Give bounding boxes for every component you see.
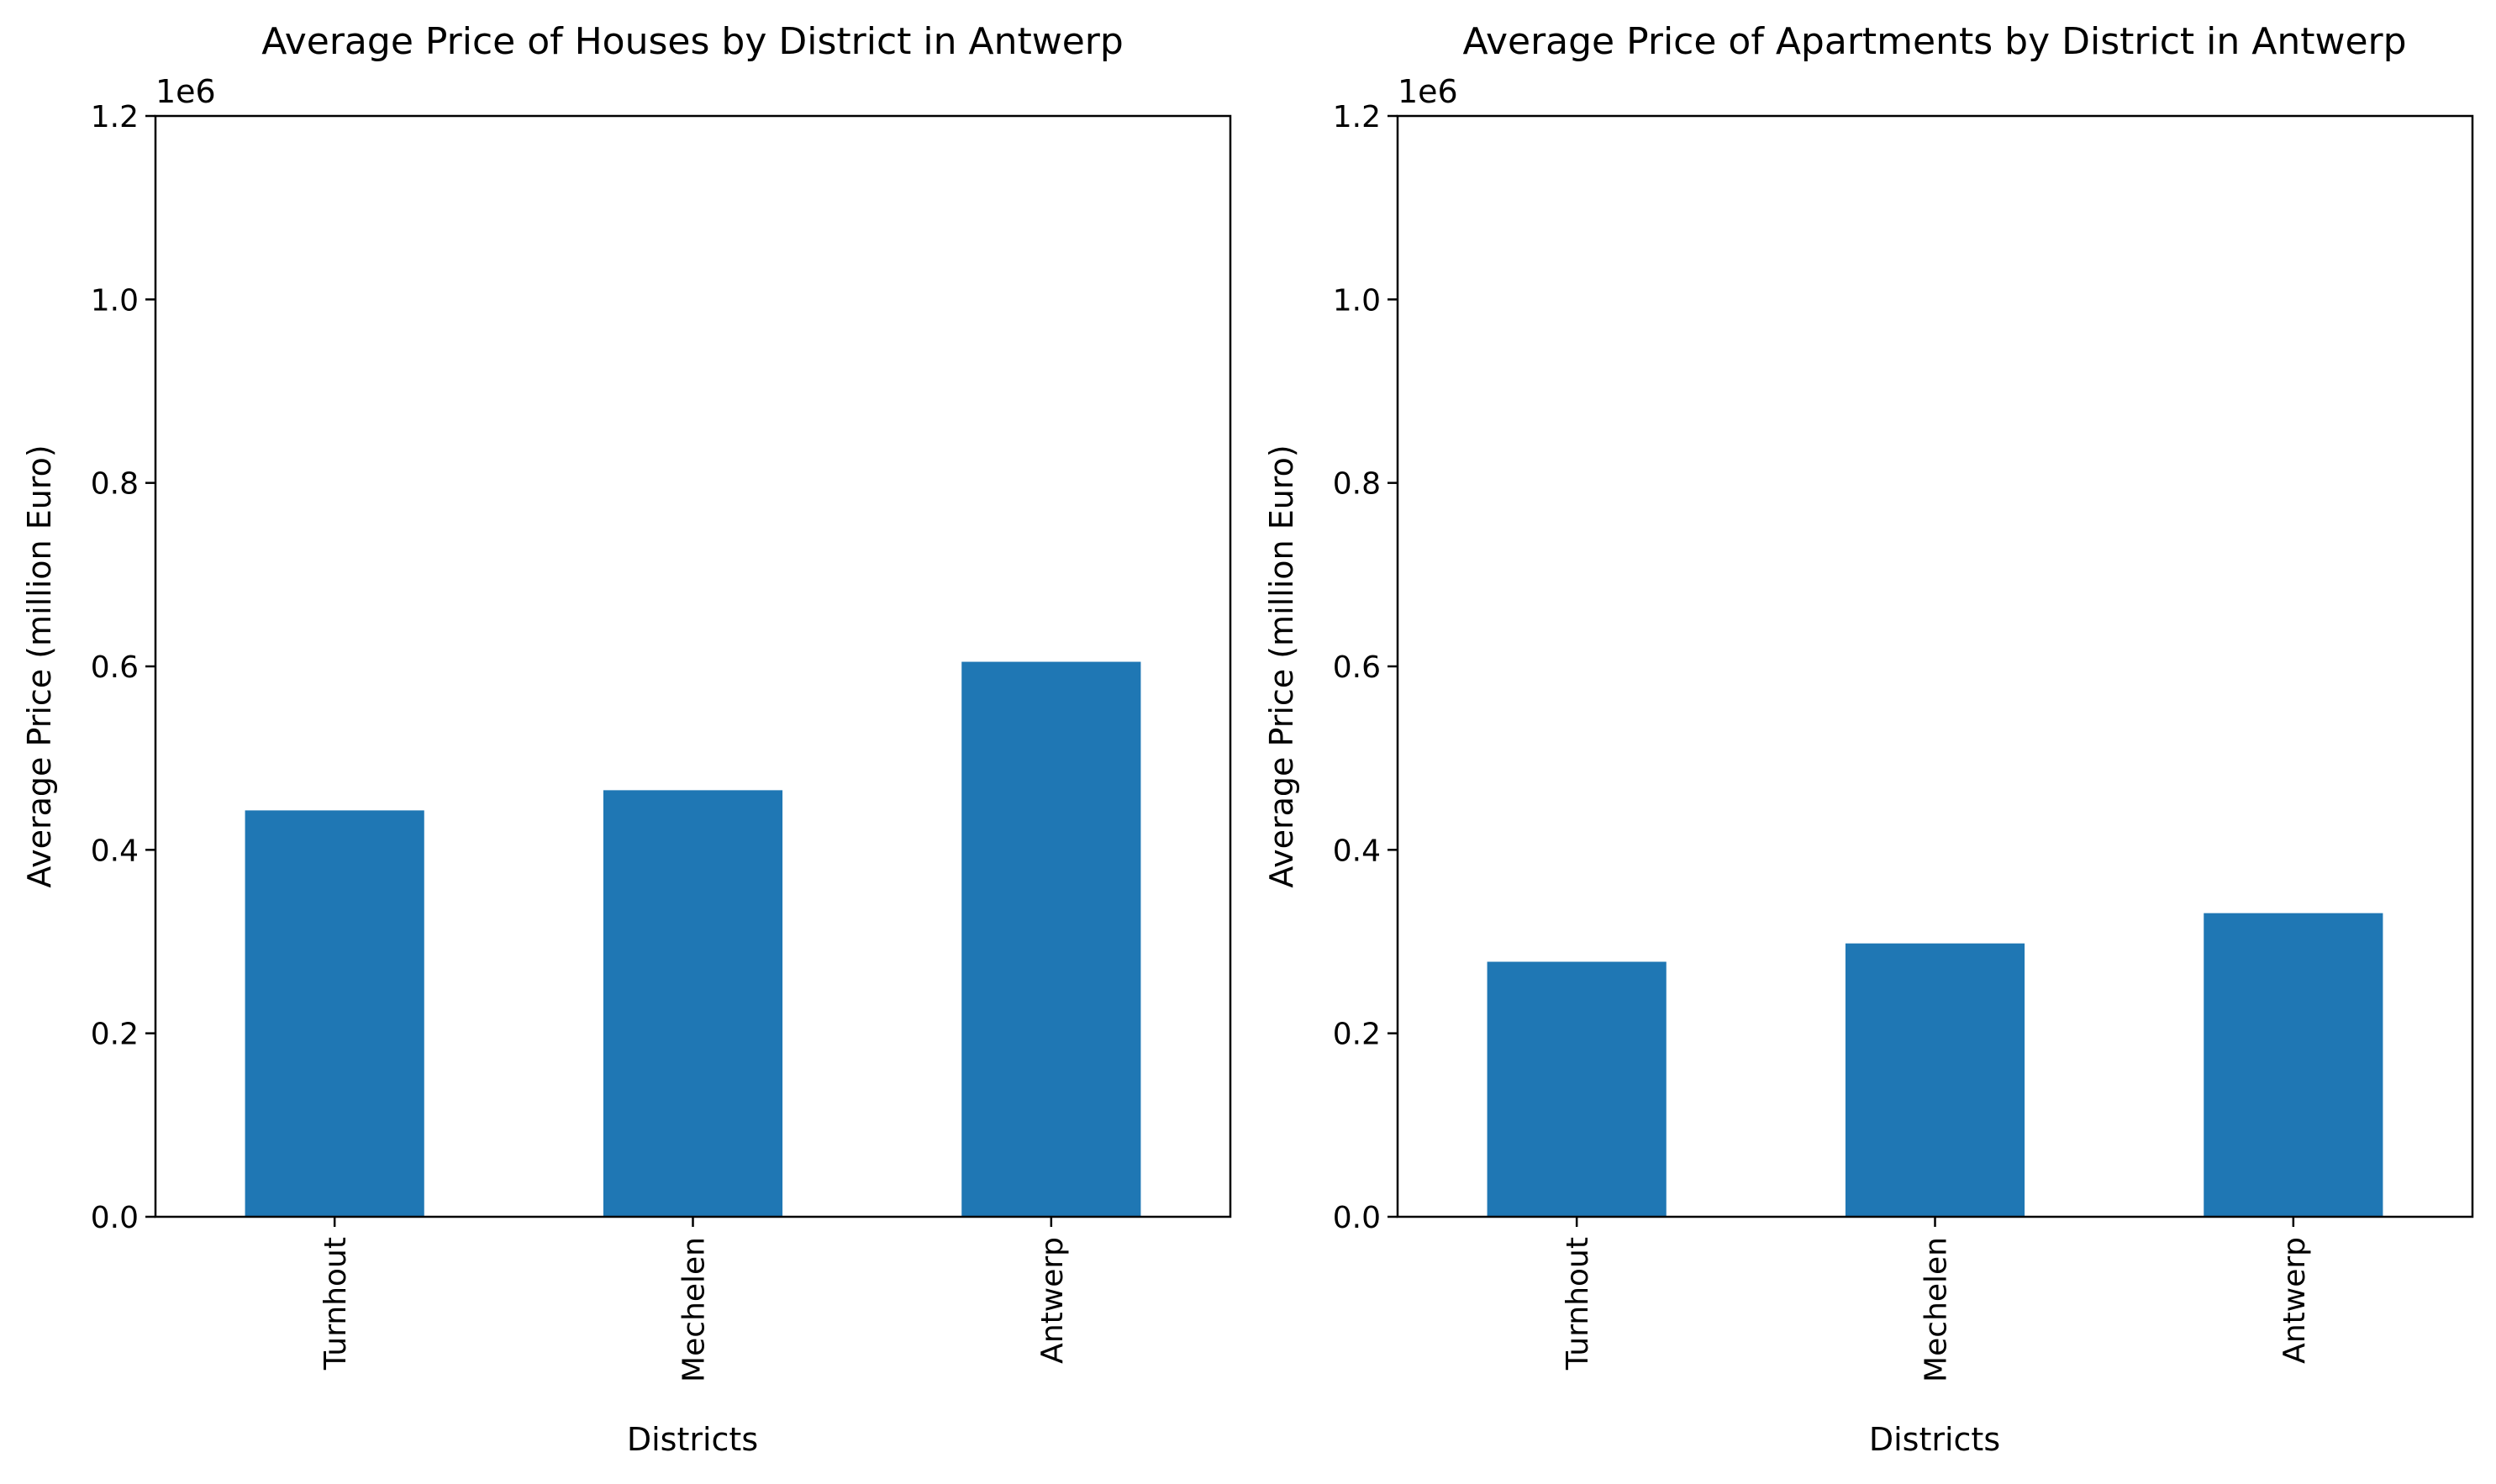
- x-tick-label: Mechelen: [1919, 1237, 1954, 1382]
- x-axis: Turnhout Mechelen Antwerp: [319, 1217, 1070, 1382]
- chart-title: Average Price of Houses by District in A…: [261, 20, 1124, 63]
- y-tick-label: 1.2: [91, 100, 139, 134]
- y-tick-label: 1.2: [1333, 100, 1381, 134]
- y-tick-label: 0.6: [91, 650, 139, 685]
- y-tick-label: 0.8: [91, 467, 139, 502]
- y-offset-label: 1e6: [155, 73, 216, 110]
- y-tick-label: 0.4: [91, 834, 139, 868]
- y-tick-label: 1.0: [91, 283, 139, 318]
- chart-apartments: Average Price of Apartments by District …: [1263, 20, 2474, 1458]
- x-axis: Turnhout Mechelen Antwerp: [1561, 1217, 2312, 1382]
- y-tick-label: 0.2: [91, 1018, 139, 1052]
- x-tick-label: Antwerp: [2277, 1237, 2312, 1364]
- y-axis-label: Average Price (million Euro): [1263, 445, 1300, 887]
- bar-antwerp: [961, 661, 1141, 1217]
- y-tick-label: 0.0: [91, 1201, 139, 1235]
- y-tick-label: 0.0: [1333, 1201, 1381, 1235]
- bars: [245, 661, 1141, 1217]
- y-offset-label: 1e6: [1398, 73, 1458, 110]
- x-tick-label: Mechelen: [677, 1237, 712, 1382]
- y-axis-label: Average Price (million Euro): [21, 445, 58, 887]
- x-axis-label: Districts: [1869, 1421, 2000, 1458]
- y-tick-label: 0.6: [1333, 650, 1381, 685]
- chart-houses: Average Price of Houses by District in A…: [21, 20, 1232, 1458]
- y-tick-label: 0.8: [1333, 467, 1381, 502]
- y-axis: 0.0 0.2 0.4 0.6 0.8 1.0 1.2: [1333, 100, 1398, 1235]
- bar-turnhout: [1487, 961, 1667, 1217]
- bar-mechelen: [603, 790, 783, 1217]
- y-tick-label: 0.4: [1333, 834, 1381, 868]
- y-tick-label: 1.0: [1333, 283, 1381, 318]
- x-tick-label: Antwerp: [1035, 1237, 1070, 1364]
- bar-mechelen: [1845, 943, 2025, 1217]
- y-axis: 0.0 0.2 0.4 0.6 0.8 1.0 1.2: [91, 100, 155, 1235]
- x-tick-label: Turnhout: [319, 1237, 353, 1371]
- y-tick-label: 0.2: [1333, 1018, 1381, 1052]
- bars: [1487, 913, 2383, 1217]
- bar-turnhout: [245, 810, 424, 1217]
- x-axis-label: Districts: [627, 1421, 758, 1458]
- x-tick-label: Turnhout: [1561, 1237, 1595, 1371]
- bar-antwerp: [2204, 913, 2383, 1217]
- chart-title: Average Price of Apartments by District …: [1462, 20, 2406, 63]
